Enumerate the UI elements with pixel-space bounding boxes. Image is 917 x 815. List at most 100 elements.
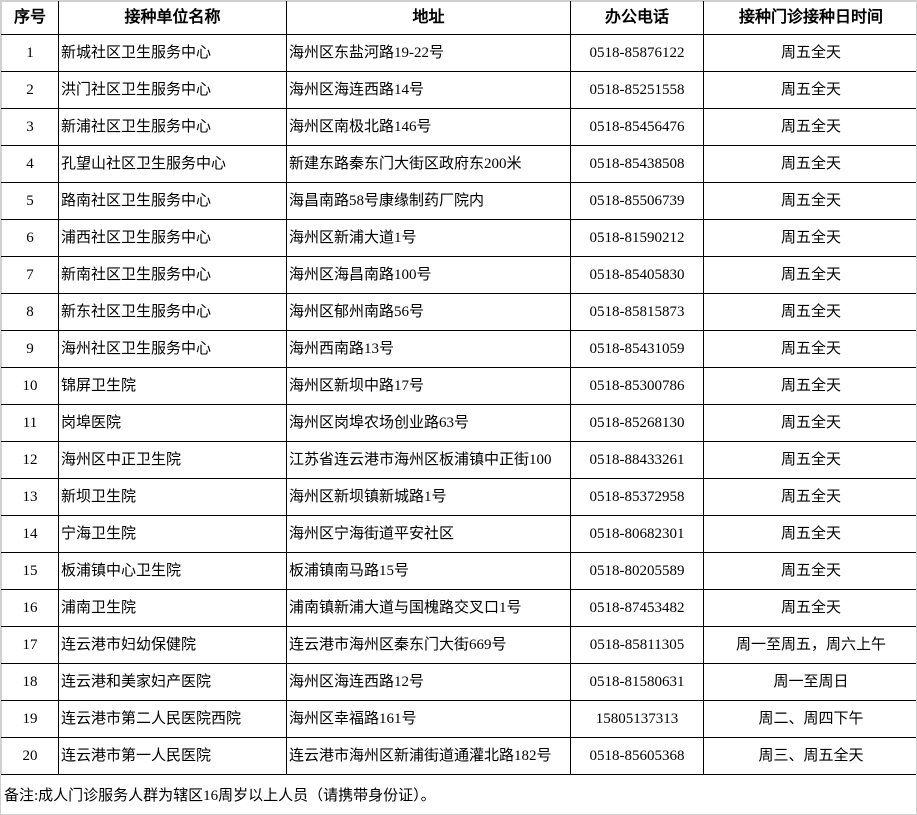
cell-clinic-schedule: 周五全天 xyxy=(703,330,916,368)
cell-unit-name: 连云港市第一人民医院 xyxy=(58,737,287,775)
cell-address: 海州区新浦大道1号 xyxy=(286,219,571,257)
cell-office-phone: 0518-85405830 xyxy=(570,256,704,294)
cell-address: 板浦镇南马路15号 xyxy=(286,552,571,590)
cell-office-phone: 0518-85456476 xyxy=(570,108,704,146)
table-row: 2 洪门社区卫生服务中心 海州区海连西路14号 0518-85251558 周五… xyxy=(1,71,916,109)
cell-clinic-schedule: 周五全天 xyxy=(703,256,916,294)
cell-serial-number: 7 xyxy=(1,256,59,294)
cell-serial-number: 20 xyxy=(1,737,59,775)
header-address: 地址 xyxy=(286,1,571,35)
cell-unit-name: 连云港市第二人民医院西院 xyxy=(58,700,287,738)
cell-office-phone: 0518-85372958 xyxy=(570,478,704,516)
table-row: 13 新坝卫生院 海州区新坝镇新城路1号 0518-85372958 周五全天 xyxy=(1,478,916,516)
cell-unit-name: 新城社区卫生服务中心 xyxy=(58,34,287,72)
header-clinic-schedule: 接种门诊接种日时间 xyxy=(703,1,916,35)
cell-office-phone: 0518-85876122 xyxy=(570,34,704,72)
table-row: 15 板浦镇中心卫生院 板浦镇南马路15号 0518-80205589 周五全天 xyxy=(1,552,916,590)
cell-office-phone: 0518-85506739 xyxy=(570,182,704,220)
header-serial-number: 序号 xyxy=(1,1,59,35)
cell-address: 海州区宁海街道平安社区 xyxy=(286,515,571,553)
cell-address: 浦南镇新浦大道与国槐路交叉口1号 xyxy=(286,589,571,627)
cell-serial-number: 19 xyxy=(1,700,59,738)
cell-unit-name: 浦西社区卫生服务中心 xyxy=(58,219,287,257)
table-row: 10 锦屏卫生院 海州区新坝中路17号 0518-85300786 周五全天 xyxy=(1,367,916,405)
cell-clinic-schedule: 周五全天 xyxy=(703,367,916,405)
cell-clinic-schedule: 周二、周四下午 xyxy=(703,700,916,738)
cell-serial-number: 14 xyxy=(1,515,59,553)
table-row: 20 连云港市第一人民医院 连云港市海州区新浦街道通灌北路182号 0518-8… xyxy=(1,737,916,775)
header-unit-name: 接种单位名称 xyxy=(58,1,287,35)
table-row: 8 新东社区卫生服务中心 海州区郁州南路56号 0518-85815873 周五… xyxy=(1,293,916,331)
cell-serial-number: 8 xyxy=(1,293,59,331)
table-row: 3 新浦社区卫生服务中心 海州区南极北路146号 0518-85456476 周… xyxy=(1,108,916,146)
cell-office-phone: 0518-85811305 xyxy=(570,626,704,664)
cell-unit-name: 海州社区卫生服务中心 xyxy=(58,330,287,368)
cell-serial-number: 1 xyxy=(1,34,59,72)
cell-serial-number: 13 xyxy=(1,478,59,516)
cell-serial-number: 10 xyxy=(1,367,59,405)
cell-clinic-schedule: 周五全天 xyxy=(703,515,916,553)
cell-address: 海昌南路58号康缘制药厂院内 xyxy=(286,182,571,220)
table-body: 1 新城社区卫生服务中心 海州区东盐河路19-22号 0518-85876122… xyxy=(1,34,916,775)
cell-serial-number: 2 xyxy=(1,71,59,109)
cell-address: 海州区新坝镇新城路1号 xyxy=(286,478,571,516)
cell-unit-name: 连云港市妇幼保健院 xyxy=(58,626,287,664)
cell-office-phone: 0518-85815873 xyxy=(570,293,704,331)
cell-office-phone: 0518-80205589 xyxy=(570,552,704,590)
cell-serial-number: 18 xyxy=(1,663,59,701)
table-row: 5 路南社区卫生服务中心 海昌南路58号康缘制药厂院内 0518-8550673… xyxy=(1,182,916,220)
table-row: 7 新南社区卫生服务中心 海州区海昌南路100号 0518-85405830 周… xyxy=(1,256,916,294)
cell-clinic-schedule: 周一至周日 xyxy=(703,663,916,701)
cell-serial-number: 4 xyxy=(1,145,59,183)
cell-clinic-schedule: 周五全天 xyxy=(703,71,916,109)
table-row: 1 新城社区卫生服务中心 海州区东盐河路19-22号 0518-85876122… xyxy=(1,34,916,72)
cell-serial-number: 17 xyxy=(1,626,59,664)
table-row: 17 连云港市妇幼保健院 连云港市海州区秦东门大街669号 0518-85811… xyxy=(1,626,916,664)
cell-office-phone: 0518-85605368 xyxy=(570,737,704,775)
cell-clinic-schedule: 周五全天 xyxy=(703,108,916,146)
cell-office-phone: 0518-87453482 xyxy=(570,589,704,627)
cell-office-phone: 0518-88433261 xyxy=(570,441,704,479)
cell-address: 新建东路秦东门大街区政府东200米 xyxy=(286,145,571,183)
cell-serial-number: 5 xyxy=(1,182,59,220)
cell-address: 江苏省连云港市海州区板浦镇中正街100 xyxy=(286,441,571,479)
cell-office-phone: 0518-85251558 xyxy=(570,71,704,109)
cell-unit-name: 洪门社区卫生服务中心 xyxy=(58,71,287,109)
cell-serial-number: 15 xyxy=(1,552,59,590)
cell-office-phone: 0518-85300786 xyxy=(570,367,704,405)
cell-address: 海州区南极北路146号 xyxy=(286,108,571,146)
cell-address: 海州区新坝中路17号 xyxy=(286,367,571,405)
header-row: 序号 接种单位名称 地址 办公电话 接种门诊接种日时间 xyxy=(1,1,916,35)
table-row: 4 孔望山社区卫生服务中心 新建东路秦东门大街区政府东200米 0518-854… xyxy=(1,145,916,183)
header-office-phone: 办公电话 xyxy=(570,1,704,35)
cell-clinic-schedule: 周五全天 xyxy=(703,145,916,183)
cell-office-phone: 15805137313 xyxy=(570,700,704,738)
cell-unit-name: 锦屏卫生院 xyxy=(58,367,287,405)
cell-unit-name: 新浦社区卫生服务中心 xyxy=(58,108,287,146)
cell-office-phone: 0518-85268130 xyxy=(570,404,704,442)
table-header: 序号 接种单位名称 地址 办公电话 接种门诊接种日时间 xyxy=(1,1,916,35)
cell-unit-name: 路南社区卫生服务中心 xyxy=(58,182,287,220)
table-row: 12 海州区中正卫生院 江苏省连云港市海州区板浦镇中正街100 0518-884… xyxy=(1,441,916,479)
cell-office-phone: 0518-81580631 xyxy=(570,663,704,701)
cell-clinic-schedule: 周五全天 xyxy=(703,404,916,442)
cell-unit-name: 宁海卫生院 xyxy=(58,515,287,553)
cell-address: 海州区海昌南路100号 xyxy=(286,256,571,294)
table-row: 9 海州社区卫生服务中心 海州西南路13号 0518-85431059 周五全天 xyxy=(1,330,916,368)
cell-address: 海州区幸福路161号 xyxy=(286,700,571,738)
cell-serial-number: 12 xyxy=(1,441,59,479)
cell-serial-number: 16 xyxy=(1,589,59,627)
footnote: 备注:成人门诊服务人群为辖区16周岁以上人员（请携带身份证）。 xyxy=(1,775,916,814)
cell-unit-name: 新南社区卫生服务中心 xyxy=(58,256,287,294)
cell-office-phone: 0518-80682301 xyxy=(570,515,704,553)
cell-office-phone: 0518-85438508 xyxy=(570,145,704,183)
cell-address: 连云港市海州区秦东门大街669号 xyxy=(286,626,571,664)
cell-office-phone: 0518-81590212 xyxy=(570,219,704,257)
cell-unit-name: 孔望山社区卫生服务中心 xyxy=(58,145,287,183)
table-row: 19 连云港市第二人民医院西院 海州区幸福路161号 15805137313 周… xyxy=(1,700,916,738)
table-row: 18 连云港和美家妇产医院 海州区海连西路12号 0518-81580631 周… xyxy=(1,663,916,701)
cell-address: 连云港市海州区新浦街道通灌北路182号 xyxy=(286,737,571,775)
cell-serial-number: 3 xyxy=(1,108,59,146)
cell-clinic-schedule: 周五全天 xyxy=(703,34,916,72)
